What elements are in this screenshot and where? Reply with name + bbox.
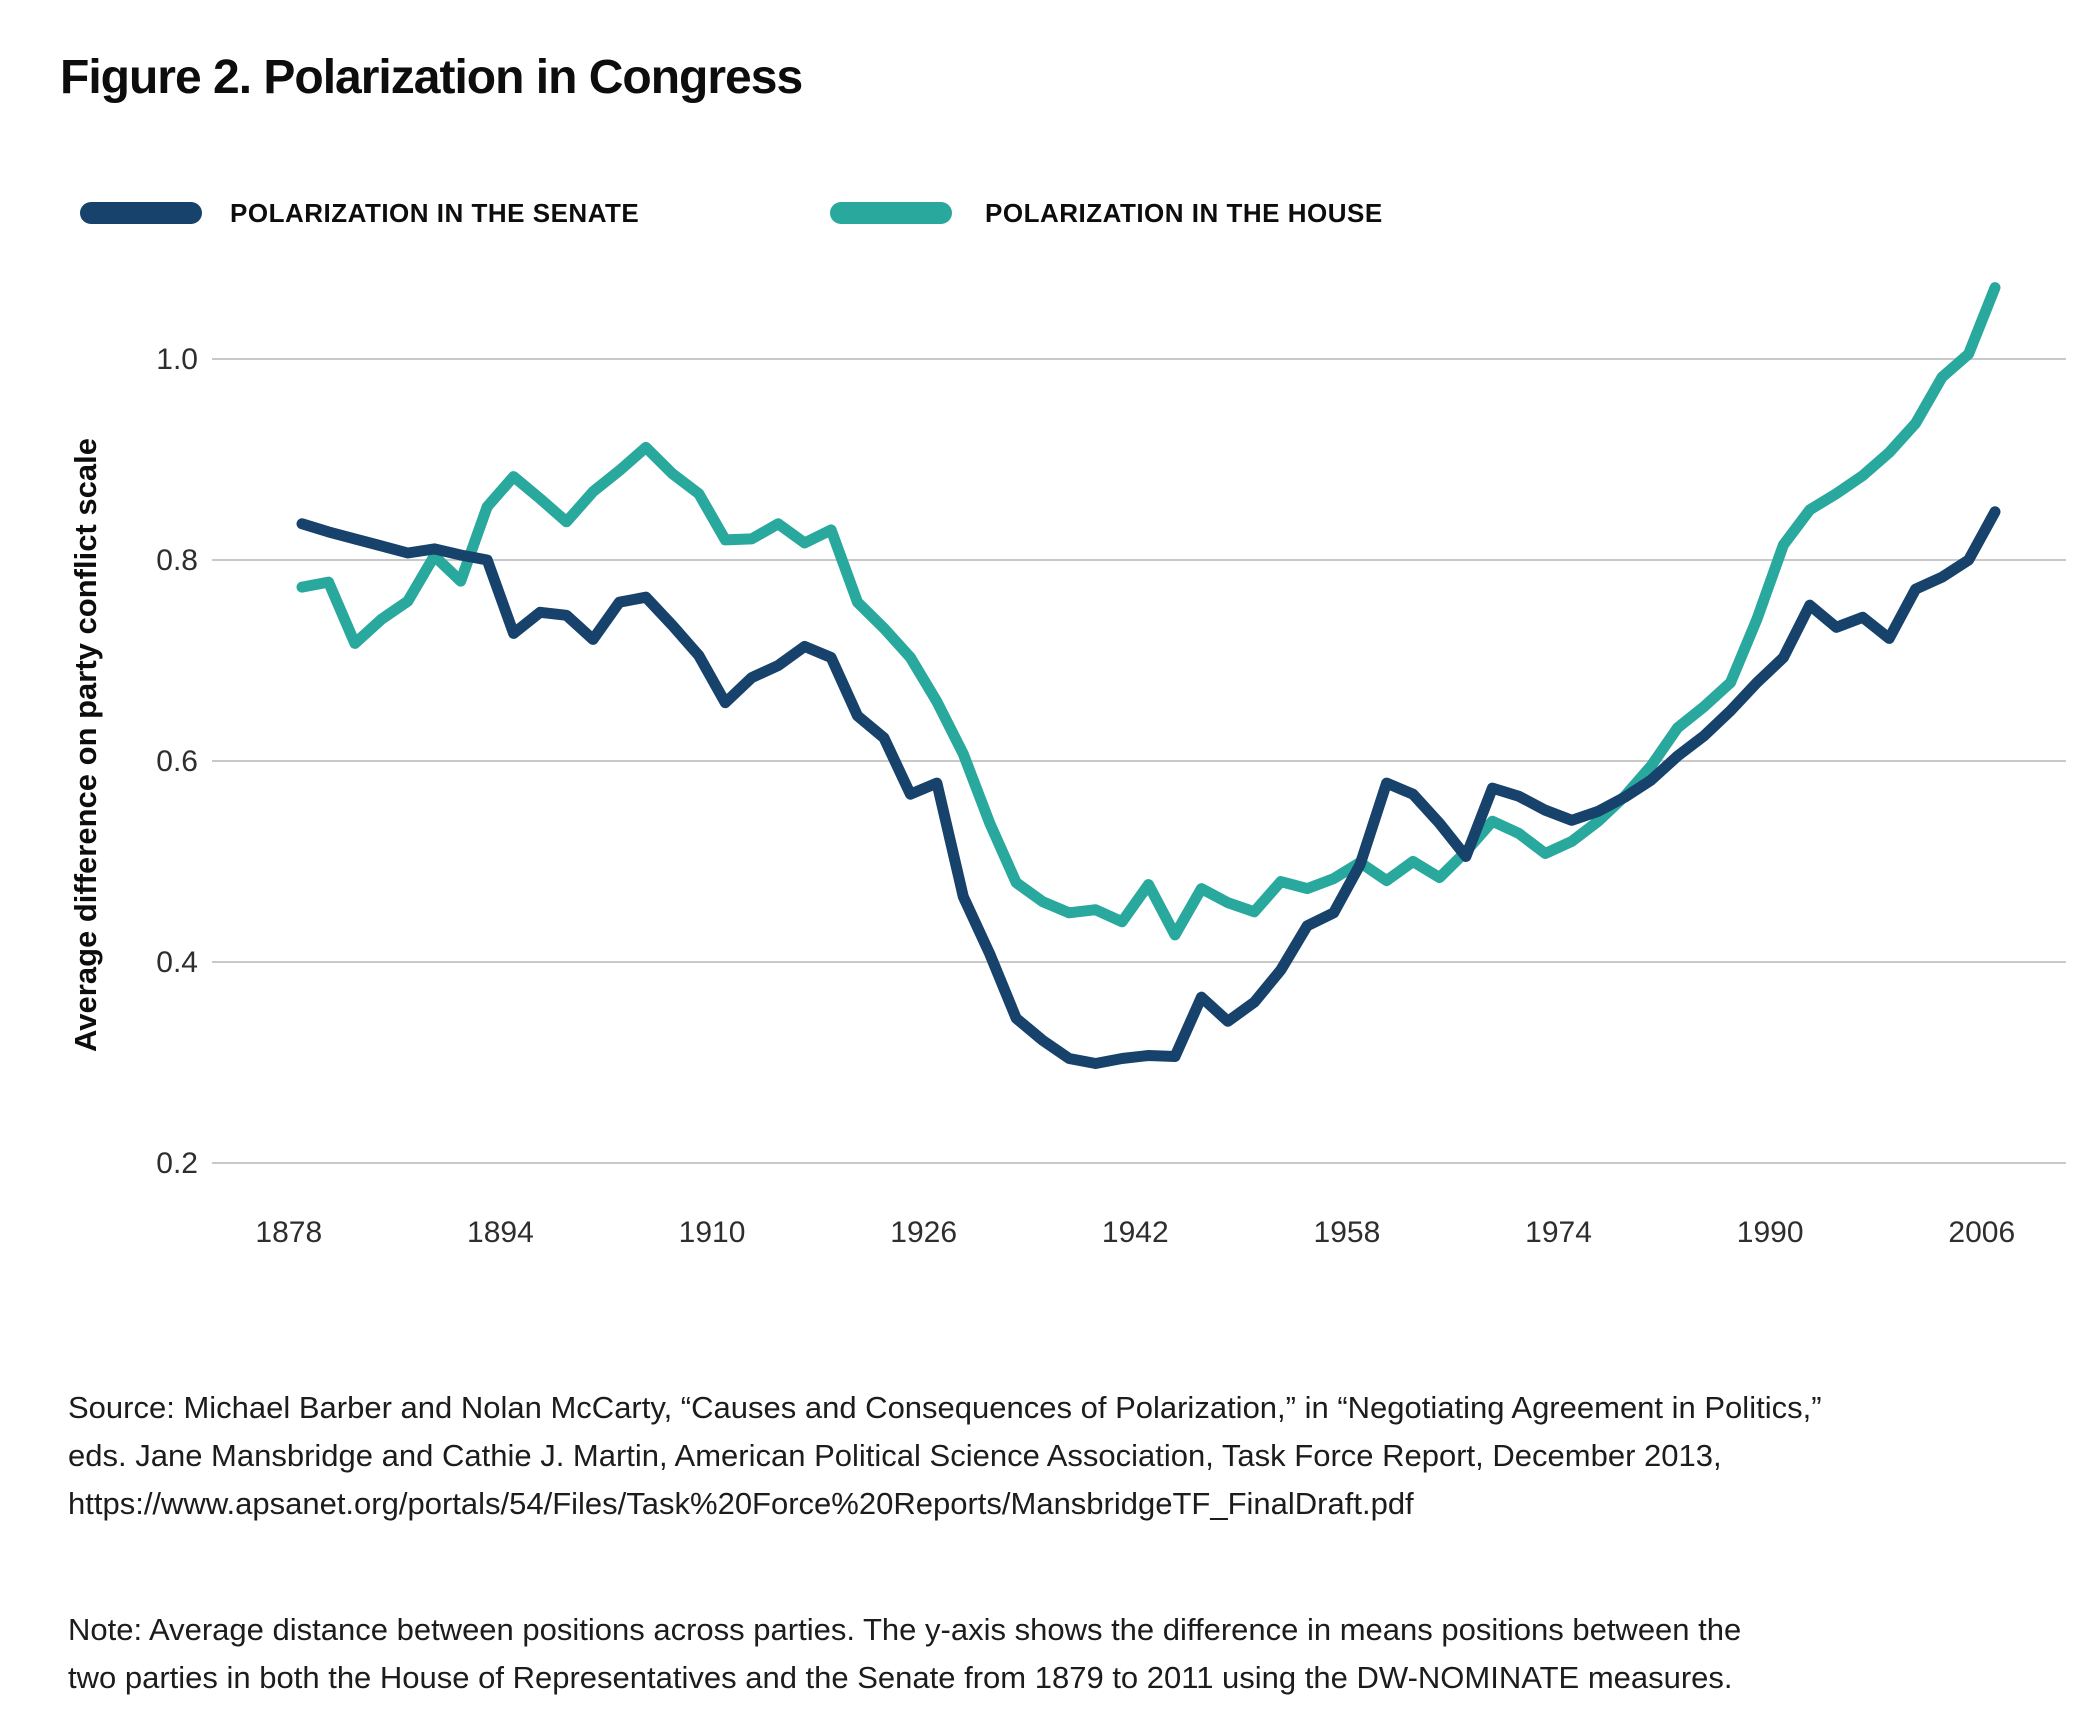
x-tick-label: 2006 xyxy=(1948,1216,2015,1249)
x-tick-label: 1878 xyxy=(255,1216,322,1249)
note-text: Note: Average distance between positions… xyxy=(68,1606,2048,1702)
y-tick-label: 0.8 xyxy=(156,544,198,577)
y-tick-label: 0.2 xyxy=(156,1147,198,1180)
x-tick-label: 1910 xyxy=(679,1216,746,1249)
line-chart: 1.0 0.8 0.6 0.4 0.2 1878 1894 1910 1926 1942 1958 1… xyxy=(0,260,2084,1335)
y-tick-label: 0.4 xyxy=(156,946,198,979)
source-text: Source: Michael Barber and Nolan McCarty… xyxy=(68,1384,2048,1528)
series-line-senate xyxy=(296,506,2001,1069)
page-title: Figure 2. Polarization in Congress xyxy=(60,51,803,104)
chart-canvas: 1.0 0.8 0.6 0.4 0.2 1878 1894 1910 1926 1942 1958 1… xyxy=(68,282,2066,1249)
senate-legend-swatch xyxy=(80,202,202,224)
house-legend-label: POLARIZATION IN THE HOUSE xyxy=(985,198,1383,228)
x-tick-label: 1958 xyxy=(1314,1216,1381,1249)
y-axis-title: Average difference on party conflict sca… xyxy=(68,438,103,1052)
source-line: Source: Michael Barber and Nolan McCarty… xyxy=(68,1390,1822,1425)
note-line: Note: Average distance between positions… xyxy=(68,1612,1742,1647)
source-line: https://www.apsanet.org/portals/54/Files… xyxy=(68,1486,1414,1521)
senate-legend-label: POLARIZATION IN THE SENATE xyxy=(230,198,640,228)
note-line: two parties in both the House of Represe… xyxy=(68,1660,1733,1695)
x-tick-label: 1990 xyxy=(1737,1216,1804,1249)
x-tick-label: 1926 xyxy=(890,1216,957,1249)
series-line-house xyxy=(296,282,2001,941)
source-line: eds. Jane Mansbridge and Cathie J. Marti… xyxy=(68,1438,1722,1473)
chart-legend: POLARIZATION IN THE SENATE POLARIZATION … xyxy=(0,200,2084,230)
y-tick-label: 1.0 xyxy=(156,343,198,376)
y-tick-label: 0.6 xyxy=(156,745,198,778)
house-legend-swatch xyxy=(830,202,952,224)
x-tick-label: 1894 xyxy=(467,1216,534,1249)
x-tick-label: 1942 xyxy=(1102,1216,1169,1249)
x-tick-label: 1974 xyxy=(1525,1216,1592,1249)
